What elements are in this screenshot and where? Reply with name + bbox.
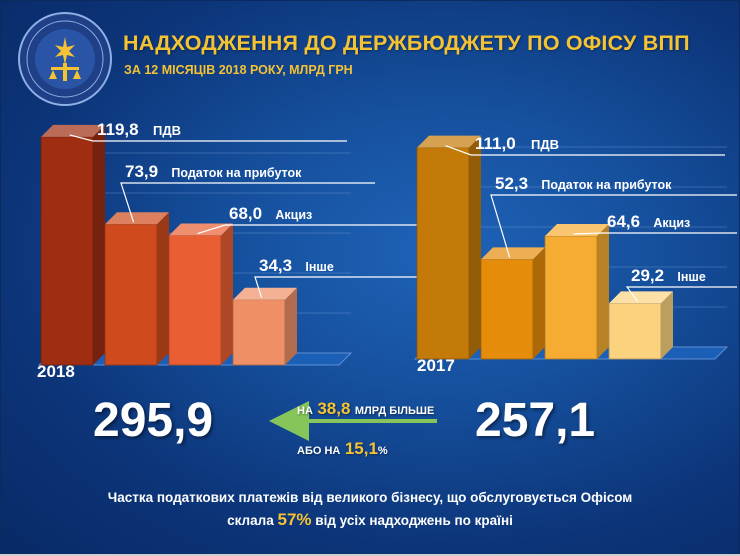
footer-line-2-prefix: склала xyxy=(227,513,274,528)
value-label-2018-3: 68,0 xyxy=(229,204,262,223)
bar-2017-4 xyxy=(608,291,673,360)
leader-line xyxy=(625,286,737,302)
value-label-2017-2: 52,3 xyxy=(495,174,528,193)
difference-percent: АБО НА 15,1% xyxy=(297,439,388,459)
leader-line xyxy=(573,232,737,235)
category-label-2018-3: Акциз xyxy=(275,208,312,222)
bar-2017-3 xyxy=(544,224,609,360)
footer-note: Частка податкових платежів від великого … xyxy=(1,487,739,532)
value-label-2018-2: 73,9 xyxy=(125,162,158,181)
leader-line xyxy=(445,145,725,156)
bar-front xyxy=(416,147,470,360)
difference-suffix: МЛРД БІЛЬШЕ xyxy=(354,405,435,417)
footer-line-2-suffix: від усіх надходжень по країні xyxy=(315,513,513,528)
percent-sign: % xyxy=(377,445,388,457)
bar-side xyxy=(93,124,105,365)
category-label-2017-3: Акциз xyxy=(653,216,690,230)
total-2018: 295,9 xyxy=(93,394,214,447)
bar-side xyxy=(661,291,673,359)
percent-value: 15,1 xyxy=(344,439,378,458)
footer-line-1: Частка податкових платежів від великого … xyxy=(107,490,633,505)
category-label-2018-1: ПДВ xyxy=(153,123,181,138)
footer-share-value: 57% xyxy=(277,510,312,529)
value-label-2018-1: 119,8 xyxy=(97,120,139,139)
bar-2018-4 xyxy=(232,287,297,366)
difference-value: 38,8 xyxy=(317,399,351,418)
bar-top xyxy=(169,223,233,236)
bar-front xyxy=(168,235,222,366)
difference-prefix: НА xyxy=(297,405,313,417)
value-label-2017-4: 29,2 xyxy=(631,266,664,285)
page-title: НАДХОДЖЕННЯ ДО ДЕРЖБЮДЖЕТУ ПО ОФІСУ ВПП xyxy=(123,31,690,55)
bar-front xyxy=(608,303,662,360)
tax-service-emblem-icon xyxy=(18,12,112,106)
category-label-2017-4: Інше xyxy=(677,270,705,284)
footer-line-2: склала 57% від усіх надходжень по країні xyxy=(1,509,739,532)
bar-side xyxy=(221,223,233,365)
bar-top xyxy=(41,124,105,137)
bar-top xyxy=(481,247,545,260)
chart-2018: 119,8 ПДВ 73,9 Податок на прибуток 68,0 Акциз… xyxy=(37,120,509,381)
leader-line xyxy=(197,224,479,235)
bar-2018-3 xyxy=(168,223,233,366)
bar-side xyxy=(285,287,297,365)
bar-top xyxy=(105,212,169,225)
year-label-2017: 2017 xyxy=(417,356,455,375)
bar-top xyxy=(417,135,481,148)
bar-2018-2 xyxy=(104,212,169,366)
category-label-2017-1: ПДВ xyxy=(531,137,559,152)
year-label-2018: 2018 xyxy=(37,362,75,381)
bar-front xyxy=(544,235,598,360)
value-label-2017-1: 111,0 xyxy=(475,134,516,153)
bar-front xyxy=(480,259,534,360)
leader-line xyxy=(69,134,347,142)
bar-side xyxy=(469,135,481,359)
bar-side xyxy=(597,224,609,359)
leader-line xyxy=(120,182,375,223)
category-label-2018-2: Податок на прибуток xyxy=(171,166,302,180)
category-label-2018-4: Інше xyxy=(305,260,333,274)
bar-front xyxy=(232,299,286,366)
chart-2017: 111,0 ПДВ 52,3 Податок на прибуток 64,6 Акциз… xyxy=(413,134,737,375)
difference-amount: НА 38,8 МЛРД БІЛЬШЕ xyxy=(297,399,434,419)
bar-2017-1 xyxy=(416,135,481,360)
bar-front xyxy=(104,223,158,366)
value-label-2018-4: 34,3 xyxy=(259,256,292,275)
bar-top xyxy=(233,287,297,300)
bar-2018-1 xyxy=(40,124,105,366)
category-label-2017-2: Податок на прибуток xyxy=(541,178,672,192)
percent-prefix: АБО НА xyxy=(297,445,341,457)
bottom-edge xyxy=(0,554,740,556)
bar-2017-2 xyxy=(480,247,545,360)
bar-front xyxy=(40,136,94,366)
bar-side xyxy=(157,212,169,365)
leader-line xyxy=(490,194,737,258)
bar-side xyxy=(533,247,545,359)
bar-top xyxy=(609,291,673,304)
value-label-2017-3: 64,6 xyxy=(607,212,640,231)
total-2017: 257,1 xyxy=(475,394,596,447)
page-subtitle: ЗА 12 МІСЯЦІВ 2018 РОКУ, МЛРД ГРН xyxy=(124,63,353,77)
